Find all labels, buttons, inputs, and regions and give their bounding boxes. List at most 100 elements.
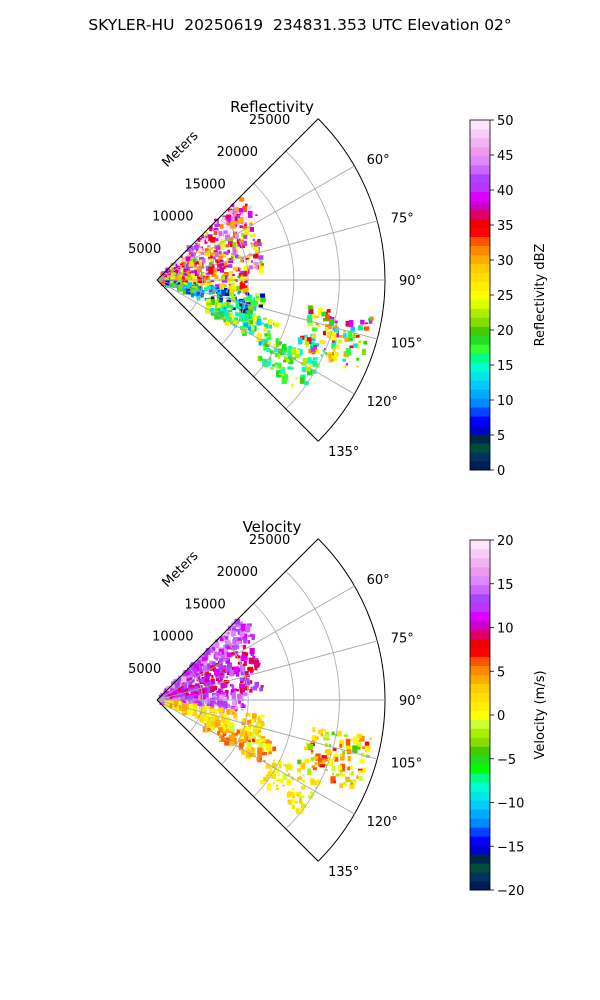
echo-gate — [226, 288, 231, 291]
echo-gate — [229, 210, 233, 214]
echo-gate — [221, 688, 224, 691]
sector-edge — [156, 118, 319, 281]
echo-gate — [194, 683, 201, 689]
echo-gate — [243, 280, 248, 283]
echo-gate — [258, 740, 264, 748]
echo-gate — [218, 231, 223, 237]
echo-gate — [309, 360, 315, 364]
colorbar-tick-label: 45 — [497, 149, 514, 164]
echo-gate — [310, 778, 315, 785]
echo-gate — [193, 292, 197, 296]
echo-gate — [250, 686, 253, 690]
echo-gate — [197, 243, 200, 246]
echo-gate — [207, 253, 213, 259]
colorbar-tick-label: 15 — [497, 578, 514, 593]
echo-gate — [285, 767, 288, 769]
echo-gate — [230, 220, 236, 229]
echo-gate — [297, 768, 301, 773]
echo-gate — [265, 324, 269, 327]
echo-gate — [179, 679, 182, 681]
echo-gate — [241, 256, 245, 260]
echo-gate — [252, 238, 256, 242]
echo-gate — [228, 725, 235, 732]
echo-gate — [176, 283, 179, 287]
echo-gate — [270, 367, 274, 370]
echo-gate — [286, 792, 291, 798]
echo-gate — [181, 263, 185, 268]
echo-gate — [203, 715, 210, 722]
echo-gate — [274, 322, 279, 327]
echo-gate — [173, 281, 178, 284]
colorbar-segment — [470, 398, 490, 408]
echo-gate — [311, 315, 314, 318]
colorbar-segment — [470, 818, 490, 828]
echo-gate — [245, 682, 250, 686]
echo-gate — [224, 262, 228, 266]
azimuth-tick-label: 60° — [367, 153, 390, 168]
echo-gate — [230, 314, 235, 321]
echo-gate — [183, 685, 187, 689]
echo-gate — [264, 333, 268, 337]
echo-gate — [363, 340, 368, 345]
echo-gate — [343, 365, 347, 369]
echo-gate — [252, 306, 257, 311]
echo-gate — [249, 689, 253, 693]
echo-gate — [297, 759, 302, 765]
echo-gate — [226, 211, 232, 216]
echo-gate — [208, 672, 212, 677]
echo-gate — [210, 678, 215, 683]
echo-gate — [247, 326, 252, 331]
echo-gate — [315, 349, 320, 354]
echo-gate — [225, 658, 230, 664]
echo-gate — [284, 356, 288, 361]
colorbar-segment — [470, 683, 490, 693]
echo-gate — [209, 225, 213, 231]
echo-gate — [208, 235, 213, 242]
colorbar-tick-label: −15 — [497, 840, 524, 855]
echo-gate — [210, 312, 215, 316]
echo-gate — [350, 781, 353, 785]
echo-gate — [224, 289, 230, 297]
echo-gate — [328, 357, 333, 363]
echo-gate — [204, 705, 208, 710]
echo-gate — [323, 729, 327, 732]
echo-gate — [217, 290, 220, 292]
echo-gate — [248, 300, 255, 308]
echo-gate — [288, 801, 293, 806]
echo-gate — [238, 738, 243, 744]
echo-gate — [225, 676, 229, 679]
echo-gate — [226, 652, 232, 658]
echo-gate — [312, 727, 316, 732]
echo-gate — [321, 755, 327, 759]
echo-gate — [206, 302, 211, 306]
echo-gate — [330, 776, 336, 784]
echo-gate — [339, 743, 342, 748]
echo-gate — [219, 735, 225, 742]
echo-gate — [345, 738, 351, 746]
echo-gate — [308, 309, 314, 314]
echo-gate — [240, 719, 243, 722]
echo-gate — [174, 704, 180, 711]
azimuth-spoke — [156, 585, 355, 701]
echo-gate — [193, 663, 200, 672]
colorbar-segment — [470, 593, 490, 604]
echo-gate — [212, 695, 216, 698]
echo-gate — [333, 747, 337, 751]
colorbar-segment — [470, 317, 490, 327]
echo-gate — [227, 663, 233, 672]
echo-gate — [339, 334, 343, 339]
echo-gate — [235, 706, 239, 711]
echo-gate — [189, 284, 193, 287]
echo-gate — [321, 728, 324, 731]
echo-gate — [263, 760, 266, 762]
echo-gate — [250, 718, 254, 724]
echo-gate — [230, 321, 235, 325]
echo-gate — [187, 673, 193, 679]
echo-gate — [275, 787, 279, 790]
echo-gate — [233, 216, 238, 221]
echo-gate — [349, 765, 353, 770]
colorbar-segment — [470, 191, 490, 202]
echo-gate — [201, 677, 205, 680]
colorbar-segment — [470, 566, 490, 577]
echo-gate — [242, 222, 245, 227]
